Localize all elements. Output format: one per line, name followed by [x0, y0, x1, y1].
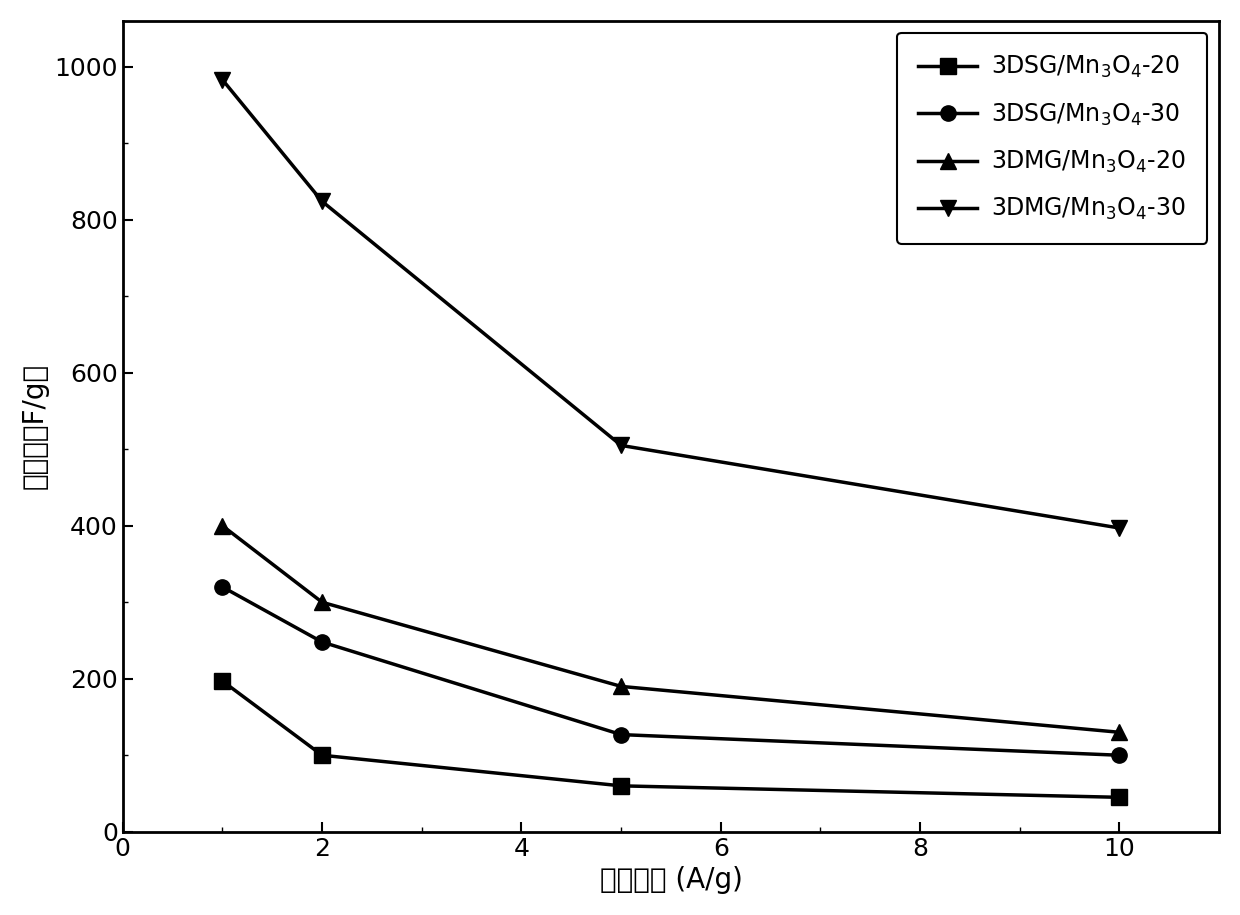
3DMG/Mn$_3$O$_4$-30 [315, 196, 330, 207]
3DSG/Mn$_3$O$_4$-20 [614, 780, 629, 791]
3DMG/Mn$_3$O$_4$-20 [1112, 727, 1127, 737]
3DSG/Mn$_3$O$_4$-30 [614, 729, 629, 740]
3DMG/Mn$_3$O$_4$-20 [614, 681, 629, 692]
3DSG/Mn$_3$O$_4$-20 [215, 675, 229, 686]
3DSG/Mn$_3$O$_4$-30 [215, 581, 229, 592]
3DMG/Mn$_3$O$_4$-30 [215, 74, 229, 85]
3DMG/Mn$_3$O$_4$-20 [315, 597, 330, 608]
3DSG/Mn$_3$O$_4$-30 [1112, 749, 1127, 760]
Line: 3DMG/Mn$_3$O$_4$-30: 3DMG/Mn$_3$O$_4$-30 [215, 72, 1127, 535]
Legend: 3DSG/Mn$_3$O$_4$-20, 3DSG/Mn$_3$O$_4$-30, 3DMG/Mn$_3$O$_4$-20, 3DMG/Mn$_3$O$_4$-: 3DSG/Mn$_3$O$_4$-20, 3DSG/Mn$_3$O$_4$-30… [897, 33, 1208, 243]
Line: 3DSG/Mn$_3$O$_4$-20: 3DSG/Mn$_3$O$_4$-20 [215, 673, 1127, 805]
3DMG/Mn$_3$O$_4$-20 [215, 521, 229, 532]
3DSG/Mn$_3$O$_4$-20 [1112, 791, 1127, 802]
Line: 3DMG/Mn$_3$O$_4$-20: 3DMG/Mn$_3$O$_4$-20 [215, 518, 1127, 740]
Y-axis label: 比容量（F/g）: 比容量（F/g） [21, 363, 48, 490]
X-axis label: 放电电流 (A/g): 放电电流 (A/g) [599, 867, 743, 894]
Line: 3DSG/Mn$_3$O$_4$-30: 3DSG/Mn$_3$O$_4$-30 [215, 579, 1127, 763]
3DMG/Mn$_3$O$_4$-30 [1112, 522, 1127, 533]
3DMG/Mn$_3$O$_4$-30 [614, 440, 629, 451]
3DSG/Mn$_3$O$_4$-20 [315, 749, 330, 760]
3DSG/Mn$_3$O$_4$-30 [315, 637, 330, 648]
